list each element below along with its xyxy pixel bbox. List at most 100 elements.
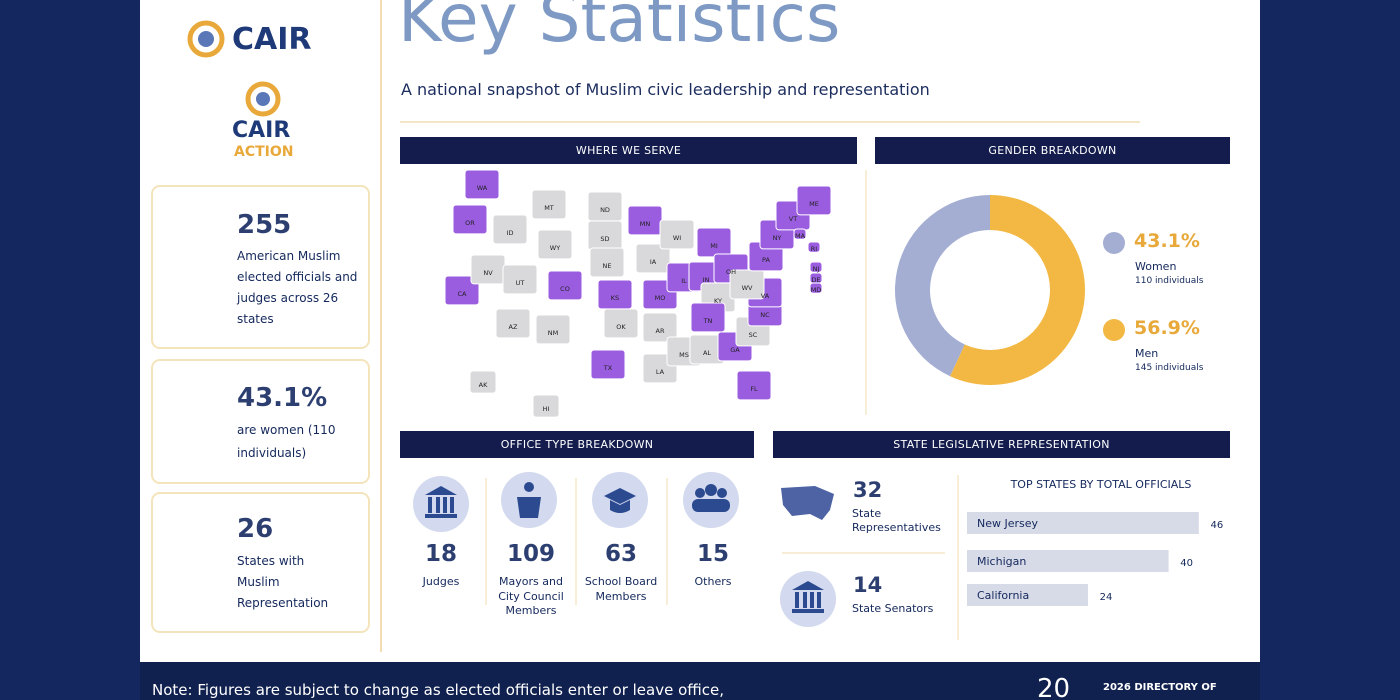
- legend-label: Men: [1135, 347, 1159, 360]
- state-label: OH: [726, 268, 736, 276]
- state-label: PA: [762, 256, 771, 264]
- us-map: WA OR CA NV ID MT WY UT AZ NM CO ND SD NE KS OK TX MN IA MO…: [444, 169, 832, 418]
- logo-text: CAIR: [232, 118, 291, 143]
- state-label: SC: [749, 331, 758, 339]
- office-label: Mayors and City Council Members: [498, 575, 564, 617]
- state-label: MT: [544, 204, 554, 212]
- state-label: CA: [458, 290, 468, 298]
- state-label: HI: [543, 405, 550, 413]
- state-label: UT: [516, 279, 525, 287]
- stat-value: 43.1%: [237, 383, 328, 413]
- state: [690, 302, 726, 333]
- section-header: WHERE WE SERVE: [400, 137, 857, 164]
- state-label: TX: [603, 364, 613, 372]
- chart-title: TOP STATES BY TOTAL OFFICIALS: [1010, 478, 1192, 491]
- office-label: Others: [694, 575, 732, 588]
- state-label: RI: [811, 245, 818, 253]
- value-label: 40: [1180, 558, 1193, 569]
- leg-value: 32: [853, 478, 883, 502]
- state-label: MD: [811, 286, 822, 294]
- state-label: LA: [656, 368, 665, 376]
- legend-value: 43.1%: [1134, 230, 1200, 252]
- logo-text: ACTION: [234, 144, 294, 160]
- state-label: TN: [703, 317, 713, 325]
- state: [492, 214, 528, 245]
- state: [464, 169, 500, 200]
- state-label: WV: [742, 284, 753, 292]
- state: [495, 308, 531, 339]
- stat-value: 26: [237, 514, 274, 544]
- state-label: NY: [773, 234, 782, 242]
- state-label: AR: [656, 327, 665, 335]
- state-label: MN: [640, 220, 651, 228]
- state: [659, 219, 695, 250]
- state: [469, 370, 497, 394]
- state-label: AL: [703, 349, 711, 357]
- logo-mark: [187, 20, 281, 117]
- state: [452, 204, 488, 235]
- bar-chart: New Jersey 46 Michigan 40 California 24: [967, 512, 1223, 606]
- stat-card: [151, 185, 370, 349]
- state-label: GA: [730, 346, 740, 354]
- state-label: IN: [703, 276, 710, 284]
- legend-detail: 110 individuals: [1135, 276, 1204, 286]
- stat-card: [151, 492, 370, 633]
- state: [537, 229, 573, 260]
- state-label: ME: [809, 200, 819, 208]
- state: [809, 261, 823, 273]
- section-header: OFFICE TYPE BREAKDOWN: [400, 431, 754, 458]
- stat-value: 255: [237, 210, 292, 240]
- office-value: 109: [506, 541, 555, 567]
- donut-slice: [894, 195, 990, 377]
- office-value: 63: [604, 541, 637, 567]
- state: [603, 308, 639, 339]
- stat-text: American Muslim elected officials and ju…: [237, 249, 358, 326]
- state-label: DE: [811, 276, 820, 284]
- state-label: ND: [600, 206, 610, 214]
- section-header: GENDER BREAKDOWN: [875, 137, 1230, 164]
- donut-chart: [894, 195, 1125, 385]
- state: [444, 275, 480, 306]
- stat-text: are women (110 individuals): [237, 423, 336, 460]
- bar: [967, 550, 1169, 572]
- state: [531, 189, 567, 220]
- stat-card: [151, 359, 370, 484]
- state-label: MO: [655, 294, 666, 302]
- footer-directory: 2026 DIRECTORY OF: [1103, 682, 1217, 693]
- state: [796, 185, 832, 216]
- state: [809, 282, 823, 294]
- logo-text: CAIR: [232, 22, 312, 57]
- state-label: MS: [679, 351, 689, 359]
- state-label: KY: [714, 297, 722, 305]
- state-label: OK: [616, 323, 626, 331]
- state-label: NC: [760, 311, 770, 319]
- state: [729, 269, 765, 300]
- footer-note: Note: Figures are subject to change as e…: [152, 681, 725, 699]
- bar-label: New Jersey: [977, 517, 1039, 530]
- office-label: School Board Members: [584, 575, 658, 603]
- bar: [967, 512, 1199, 534]
- state-label: WI: [673, 234, 681, 242]
- office-label: Judges: [422, 575, 460, 588]
- state-label: OR: [465, 219, 475, 227]
- state-label: VA: [761, 292, 770, 300]
- state-label: NJ: [813, 265, 820, 273]
- state-label: IA: [650, 258, 657, 266]
- value-label: 46: [1210, 520, 1223, 531]
- state-label: SD: [600, 235, 609, 243]
- state: [547, 270, 583, 301]
- legend-detail: 145 individuals: [1135, 363, 1204, 373]
- state-label: VT: [789, 215, 797, 223]
- office-value: 15: [696, 541, 729, 567]
- legend-label: Women: [1135, 260, 1177, 273]
- state-label: CO: [560, 285, 570, 293]
- state: [590, 349, 626, 380]
- state: [502, 264, 538, 295]
- state-label: KS: [611, 294, 619, 302]
- subtitle: A national snapshot of Muslim civic lead…: [401, 80, 930, 99]
- value-label: 24: [1100, 592, 1113, 603]
- state-label: AZ: [509, 323, 518, 331]
- state: [807, 241, 821, 253]
- state-label: NE: [603, 262, 612, 270]
